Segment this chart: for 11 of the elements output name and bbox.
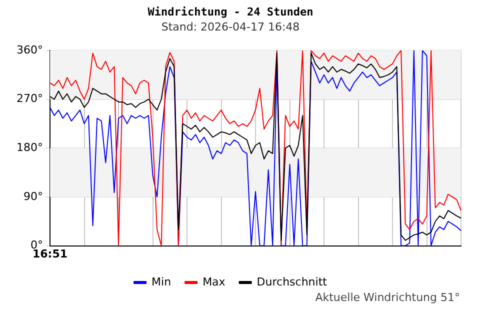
chart-title: Windrichtung - 24 Stunden — [148, 5, 314, 18]
y-tick-label: 90° — [24, 190, 43, 203]
legend-label: Max — [202, 275, 226, 288]
legend-label: Durchschnitt — [256, 275, 328, 288]
text: Aktuelle Windrichtung 51° — [315, 291, 460, 304]
y-tick-label: 360° — [16, 43, 43, 56]
legend-label: Min — [152, 275, 172, 288]
y-tick-label: 180° — [16, 140, 43, 154]
chart-subtitle: Stand: 2026-04-17 16:48 — [161, 20, 300, 34]
y-tick-label: 270° — [16, 92, 43, 106]
x-tick-label: 16:51 — [32, 247, 68, 260]
